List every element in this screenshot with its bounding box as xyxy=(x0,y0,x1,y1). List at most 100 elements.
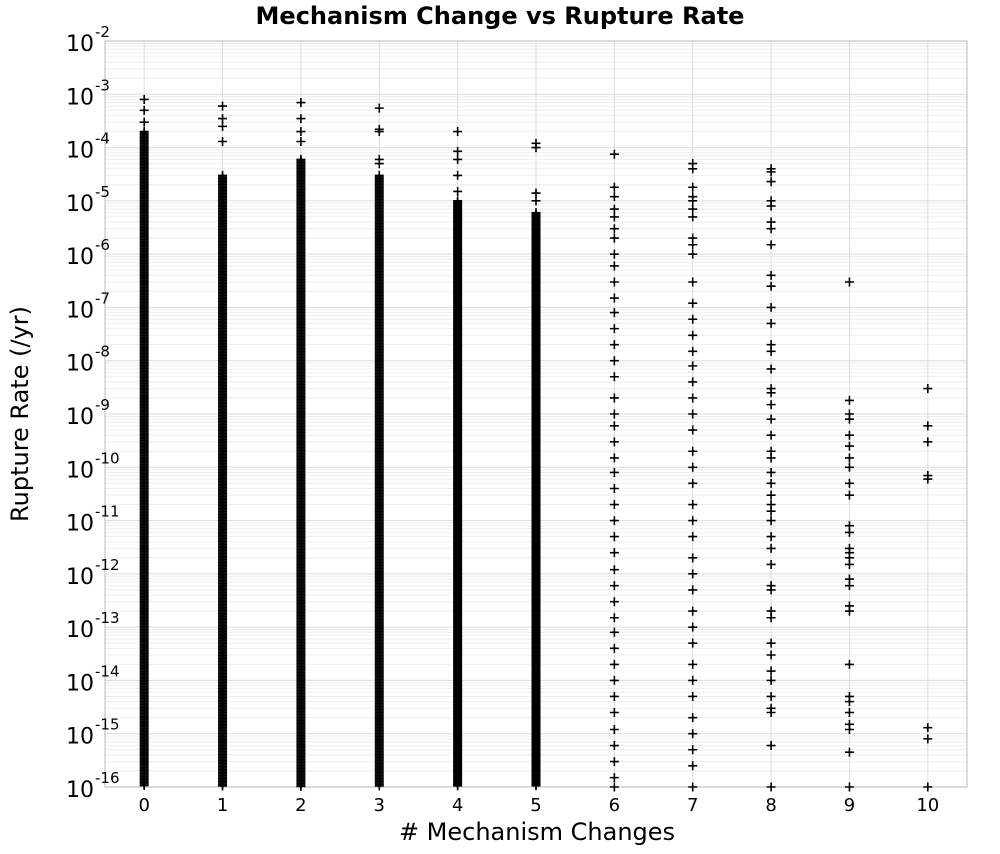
scatter-point xyxy=(453,781,463,791)
y-tick-exponent: -4 xyxy=(95,130,110,148)
scatter-point xyxy=(844,708,854,718)
y-tick-base: 10 xyxy=(66,512,94,537)
scatter-point xyxy=(609,643,619,653)
scatter-point xyxy=(688,277,698,287)
scatter-point xyxy=(609,356,619,366)
scatter-point xyxy=(609,581,619,591)
scatter-point xyxy=(609,308,619,318)
scatter-point xyxy=(766,318,776,328)
scatter-point xyxy=(766,201,776,211)
y-tick-exponent: -9 xyxy=(95,396,110,414)
scatter-point xyxy=(531,143,541,153)
scatter-point xyxy=(296,137,306,146)
scatter-point xyxy=(688,713,698,723)
scatter-point xyxy=(844,581,854,591)
scatter-point xyxy=(609,340,619,350)
chart-title: Mechanism Change vs Rupture Rate xyxy=(256,2,745,30)
scatter-point xyxy=(766,388,776,398)
scatter-point xyxy=(688,212,698,222)
scatter-point xyxy=(609,532,619,542)
scatter-point xyxy=(609,204,619,214)
scatter-point xyxy=(844,277,854,287)
scatter-point xyxy=(609,224,619,234)
scatter-point xyxy=(688,377,698,387)
scatter-point xyxy=(688,478,698,488)
y-tick-exponent: -10 xyxy=(95,449,120,467)
scatter-point xyxy=(688,659,698,669)
y-tick-label: 10-14 xyxy=(66,662,120,696)
scatter-point xyxy=(688,314,698,324)
scatter-point xyxy=(609,757,619,767)
scatter-point xyxy=(688,446,698,456)
scatter-point xyxy=(609,724,619,734)
scatter-point xyxy=(923,723,933,733)
scatter-point xyxy=(609,182,619,192)
y-tick-base: 10 xyxy=(66,245,94,270)
data-points xyxy=(139,94,933,792)
scatter-point xyxy=(609,149,619,159)
scatter-point xyxy=(609,249,619,259)
scatter-point xyxy=(139,94,149,104)
scatter-point xyxy=(844,747,854,757)
scatter-point xyxy=(531,781,541,791)
scatter-point xyxy=(296,98,306,108)
scatter-point xyxy=(609,691,619,701)
scatter-point xyxy=(923,734,933,744)
y-tick-label: 10-8 xyxy=(66,343,110,377)
scatter-point xyxy=(766,638,776,648)
y-tick-base: 10 xyxy=(66,139,94,164)
scatter-point xyxy=(766,532,776,542)
scatter-point xyxy=(609,500,619,510)
scatter-point xyxy=(688,204,698,214)
scatter-point xyxy=(766,516,776,526)
scatter-point xyxy=(531,188,541,198)
y-tick-label: 10-9 xyxy=(66,396,110,430)
scatter-point xyxy=(844,724,854,734)
scatter-point xyxy=(688,361,698,371)
y-tick-label: 10-11 xyxy=(66,503,120,537)
scatter-point xyxy=(218,101,228,111)
scatter-point xyxy=(688,409,698,419)
scatter-point xyxy=(609,467,619,477)
scatter-point xyxy=(766,559,776,569)
scatter-point xyxy=(609,516,619,526)
scatter-point xyxy=(766,782,776,792)
scatter-point xyxy=(766,506,776,516)
y-tick-base: 10 xyxy=(66,405,94,430)
scatter-point xyxy=(609,437,619,447)
scatter-point xyxy=(766,281,776,291)
scatter-point xyxy=(766,650,776,660)
x-tick-label: 4 xyxy=(452,795,463,816)
scatter-point xyxy=(609,212,619,222)
scatter-point xyxy=(766,613,776,623)
scatter-point xyxy=(609,293,619,303)
scatter-point xyxy=(844,453,854,463)
y-tick-label: 10-13 xyxy=(66,609,120,643)
scatter-point xyxy=(766,346,776,356)
scatter-point xyxy=(766,490,776,500)
y-tick-exponent: -11 xyxy=(95,503,120,521)
x-tick-label: 5 xyxy=(530,795,541,816)
y-tick-base: 10 xyxy=(66,778,94,803)
y-tick-base: 10 xyxy=(66,725,94,750)
scatter-point xyxy=(609,483,619,493)
scatter-point xyxy=(844,414,854,424)
y-tick-exponent: -12 xyxy=(95,556,120,574)
scatter-point xyxy=(609,421,619,431)
scatter-point xyxy=(609,773,619,783)
scatter-point xyxy=(609,708,619,718)
scatter-point xyxy=(844,527,854,537)
y-tick-base: 10 xyxy=(66,298,94,323)
scatter-point xyxy=(218,781,228,791)
scatter-point xyxy=(688,569,698,579)
y-tick-exponent: -16 xyxy=(95,769,120,787)
scatter-point xyxy=(766,741,776,751)
y-tick-exponent: -5 xyxy=(95,183,110,201)
scatter-point xyxy=(609,565,619,575)
y-tick-exponent: -8 xyxy=(95,343,110,361)
scatter-point xyxy=(766,430,776,440)
scatter-point xyxy=(609,324,619,334)
scatter-point xyxy=(609,659,619,669)
x-tick-label: 1 xyxy=(217,795,228,816)
